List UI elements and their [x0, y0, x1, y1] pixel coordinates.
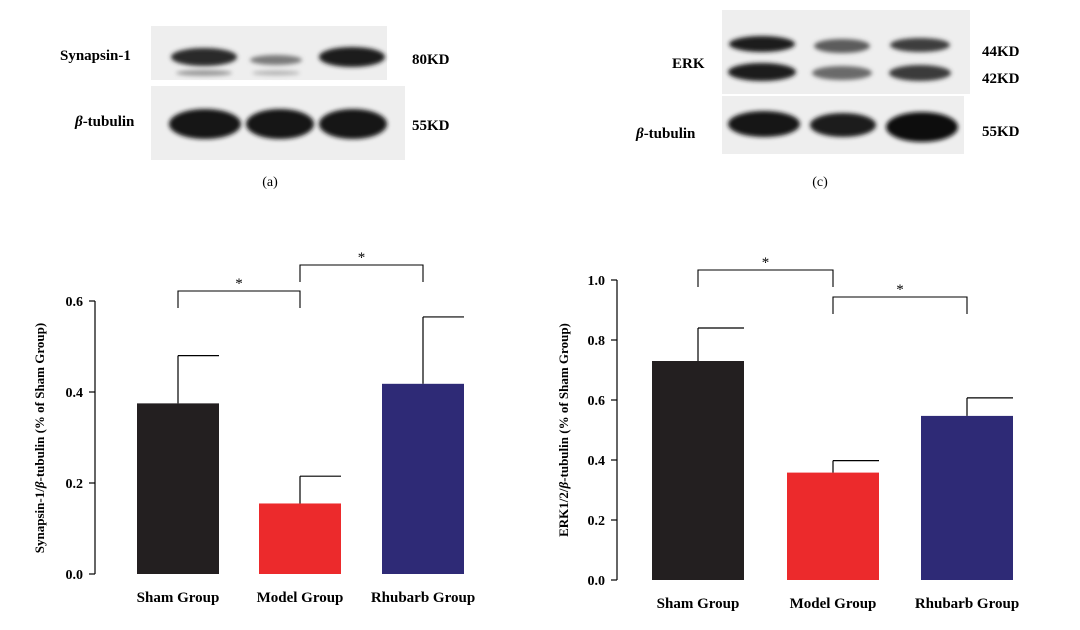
blot-c-label-tubulin: β-tubulin: [635, 126, 696, 142]
erk-y-tick-label: 0.0: [588, 574, 606, 589]
erk-sig-label-2: *: [896, 282, 904, 298]
synapsin-category-label-1: Sham Group: [137, 590, 220, 606]
erk-y-axis-label: ERK1/2/β-tubulin (% of Sham Group): [556, 323, 571, 537]
synapsin-bar-3: [382, 383, 464, 574]
erk-sig-label-1: *: [762, 255, 770, 271]
synapsin-sig-bracket-2: [299, 264, 424, 282]
blot-c-band-tubulin-model: [810, 113, 876, 137]
synapsin-bar-1: [137, 403, 219, 574]
erk-category-label-1: Sham Group: [657, 596, 740, 612]
erk-y-tick-label: 0.4: [588, 454, 606, 469]
erk-y-tick-label: 1.0: [588, 274, 606, 289]
erk-bar-3: [921, 415, 1013, 580]
synapsin-bar-2: [259, 503, 341, 574]
blot-a-label-tubulin: β-tubulin: [74, 114, 135, 130]
blot-a-size-tubulin: 55KD: [412, 118, 450, 134]
bar-chart-synapsin: 0.0 0.2 0.4 0.6 Synapsin-1/β-tubulin (% of S…: [32, 250, 475, 606]
blot-c-size-erk44: 44KD: [982, 44, 1020, 60]
blot-c-band-erk44-model: [814, 39, 870, 53]
synapsin-sig-label-2: *: [358, 250, 366, 266]
blot-c-band-erk44-rhubarb: [890, 38, 950, 52]
blot-a-band-synapsin-rhubarb: [319, 47, 385, 67]
panel-a-caption: (a): [262, 175, 278, 190]
blot-a-band-tubulin-rhubarb: [319, 109, 387, 139]
synapsin-y-tick-label: 0.2: [66, 477, 84, 492]
erk-category-label-3: Rhubarb Group: [915, 596, 1019, 612]
blot-c-label-erk: ERK: [672, 56, 705, 72]
blot-a-band-synapsin-sham: [171, 48, 237, 66]
synapsin-category-label-2: Model Group: [257, 590, 344, 606]
blot-c-band-erk42-model: [812, 66, 872, 80]
erk-y-tick-label: 0.8: [588, 334, 606, 349]
erk-y-tick-label: 0.6: [588, 394, 606, 409]
blot-a-label-synapsin: Synapsin-1: [60, 48, 131, 64]
bar-chart-erk: 0.0 0.2 0.4 0.6 0.8 1.0 ERK1/2/β-tubulin (% of…: [556, 255, 1019, 612]
blot-a-band-tubulin-sham: [169, 109, 241, 139]
synapsin-y-tick-label: 0.0: [66, 568, 84, 583]
blot-c-band-tubulin-sham: [728, 111, 800, 137]
synapsin-sig-bracket-1: [177, 290, 301, 308]
blot-c-size-tubulin: 55KD: [982, 124, 1020, 140]
synapsin-y-axis-label: Synapsin-1/β-tubulin (% of Sham Group): [32, 323, 47, 553]
blot-c-band-erk42-rhubarb: [889, 65, 951, 81]
synapsin-category-label-3: Rhubarb Group: [371, 590, 475, 606]
erk-sig-bracket-1: [697, 269, 834, 287]
synapsin-y-tick-label: 0.6: [66, 295, 84, 310]
synapsin-sig-label-1: *: [235, 276, 243, 292]
synapsin-y-tick-label: 0.4: [66, 386, 84, 401]
blot-c-band-erk44-sham: [729, 36, 795, 52]
panel-c-caption: (c): [812, 175, 828, 190]
erk-category-label-2: Model Group: [790, 596, 877, 612]
blot-a-band-synapsin-model: [250, 55, 302, 65]
blot-a-band-tubulin-model: [246, 109, 314, 139]
erk-bar-1: [652, 361, 744, 580]
erk-bar-2: [787, 472, 879, 580]
blot-panel-c: ERK β-tubulin 44KD 42KD 55KD (c): [635, 10, 1020, 190]
blot-a-size-synapsin: 80KD: [412, 52, 450, 68]
blot-c-band-erk42-sham: [728, 63, 796, 81]
blot-c-size-erk42: 42KD: [982, 71, 1020, 87]
erk-y-tick-label: 0.2: [588, 514, 606, 529]
blot-panel-a: Synapsin-1 β-tubulin 80KD 55KD (a): [60, 26, 450, 190]
erk-sig-bracket-2: [832, 296, 968, 314]
blot-c-band-tubulin-rhubarb: [886, 112, 958, 142]
